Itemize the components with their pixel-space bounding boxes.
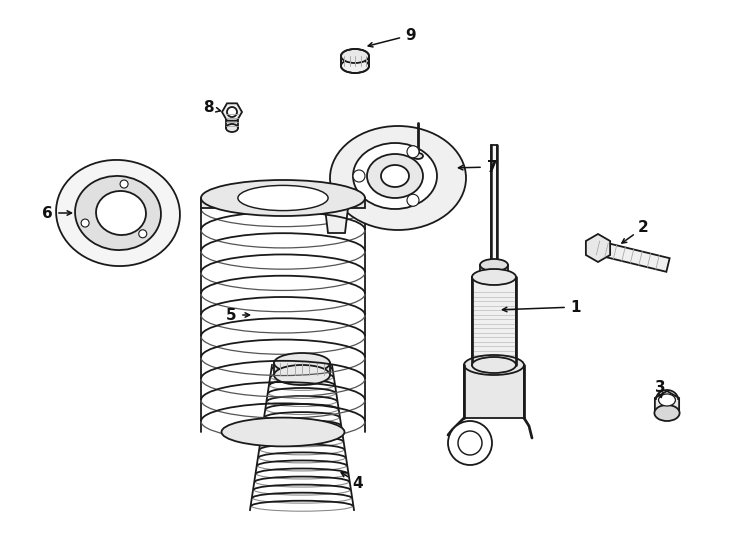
Text: 5: 5 xyxy=(225,307,236,322)
Ellipse shape xyxy=(458,431,482,455)
Ellipse shape xyxy=(81,219,89,227)
Ellipse shape xyxy=(353,170,365,182)
Text: 6: 6 xyxy=(42,206,52,220)
Ellipse shape xyxy=(222,417,344,447)
Ellipse shape xyxy=(330,126,466,230)
Ellipse shape xyxy=(120,180,128,188)
Text: 3: 3 xyxy=(655,381,665,395)
Ellipse shape xyxy=(413,153,423,159)
Ellipse shape xyxy=(96,191,146,235)
Text: 1: 1 xyxy=(571,300,581,314)
Ellipse shape xyxy=(658,394,675,406)
Text: 8: 8 xyxy=(203,100,214,116)
Polygon shape xyxy=(464,365,524,418)
Polygon shape xyxy=(341,56,369,66)
Ellipse shape xyxy=(407,146,419,158)
Polygon shape xyxy=(201,198,365,208)
Text: 9: 9 xyxy=(406,28,416,43)
Ellipse shape xyxy=(139,230,147,238)
Ellipse shape xyxy=(472,357,516,373)
Ellipse shape xyxy=(56,160,180,266)
Polygon shape xyxy=(274,363,330,375)
Ellipse shape xyxy=(238,185,328,211)
Ellipse shape xyxy=(341,49,369,63)
Ellipse shape xyxy=(448,421,492,465)
Text: 4: 4 xyxy=(353,476,363,490)
Polygon shape xyxy=(472,277,516,365)
Ellipse shape xyxy=(353,143,437,209)
Ellipse shape xyxy=(655,405,680,421)
Ellipse shape xyxy=(226,124,238,132)
Polygon shape xyxy=(586,234,610,262)
Ellipse shape xyxy=(341,59,369,73)
Polygon shape xyxy=(655,391,679,419)
Ellipse shape xyxy=(407,194,419,206)
Polygon shape xyxy=(491,145,497,265)
Polygon shape xyxy=(325,196,358,233)
Ellipse shape xyxy=(480,271,508,283)
Ellipse shape xyxy=(367,154,423,198)
Ellipse shape xyxy=(274,365,330,385)
Polygon shape xyxy=(596,241,669,272)
Ellipse shape xyxy=(227,107,237,117)
Ellipse shape xyxy=(464,355,524,375)
Ellipse shape xyxy=(472,269,516,285)
Ellipse shape xyxy=(274,353,330,373)
Polygon shape xyxy=(222,103,242,120)
Ellipse shape xyxy=(381,165,409,187)
Ellipse shape xyxy=(480,259,508,271)
Text: 7: 7 xyxy=(487,159,498,174)
Text: 2: 2 xyxy=(638,220,648,235)
Polygon shape xyxy=(226,112,238,128)
Ellipse shape xyxy=(201,180,365,216)
Ellipse shape xyxy=(75,176,161,250)
